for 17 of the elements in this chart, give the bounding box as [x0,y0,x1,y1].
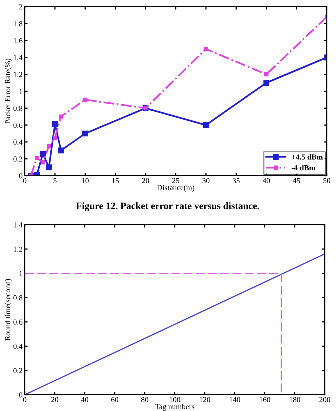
point [82,130,88,137]
point [46,164,52,170]
point [59,114,64,119]
point [52,122,58,128]
point [40,151,46,157]
point [264,72,269,77]
point [58,148,64,154]
point [204,47,208,52]
point [34,156,40,160]
point [47,144,52,149]
line-series [28,15,327,176]
point [83,98,88,102]
point [264,80,270,86]
point [203,122,210,128]
caption: Figure 12. Packet error rate versus distance. [76,202,260,212]
point [53,136,58,140]
point [41,160,46,165]
